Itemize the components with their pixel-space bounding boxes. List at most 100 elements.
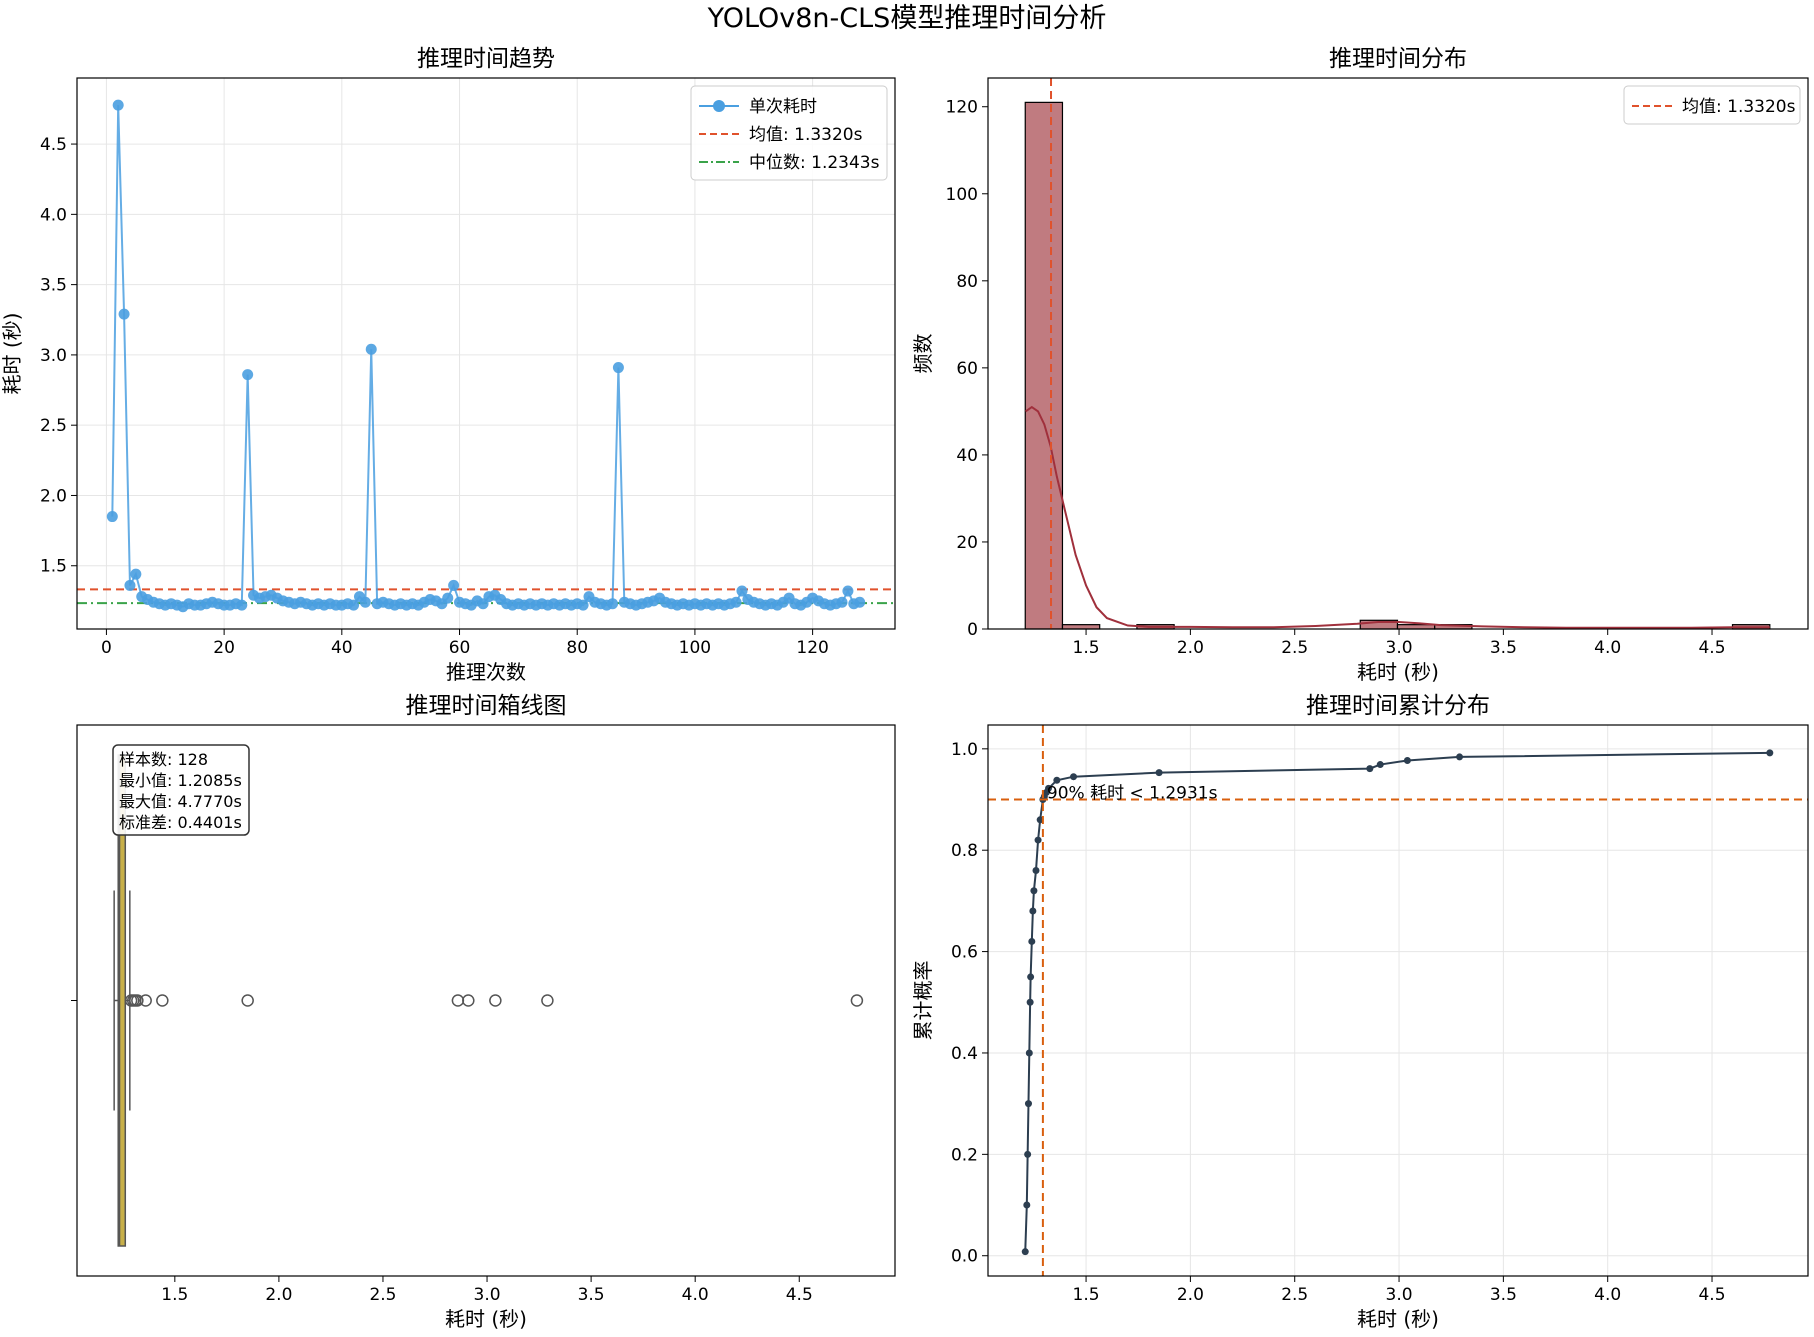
y-tick-label: 4.0 [40,205,67,225]
x-tick-label: 20 [213,638,235,658]
stats-line: 最小值: 1.2085s [119,771,242,790]
outlier-point [850,994,864,1007]
data-point [118,308,130,320]
plot-frame [987,77,1809,630]
data-point [448,579,460,591]
trend-chart: 推理时间趋势 0 20 40 60 80 100 120 1.5 2.0 2.5 3.0 3.5 4.0 4… [0,46,896,684]
cdf-point [1029,907,1037,915]
x-tick-label: 60 [449,638,471,658]
data-point [854,596,866,608]
y-tick-label: 0.2 [951,1145,978,1165]
x-axis-label: 耗时 (秒) [1357,660,1439,684]
data-point [577,599,589,611]
y-tick-label: 2.0 [40,486,67,506]
cdf-point [1766,749,1774,757]
y-axis-label: 耗时 (秒) [0,313,24,395]
figure-title: YOLOv8n-CLS模型推理时间分析 [707,3,1107,34]
cdf-chart: 推理时间累计分布 90% 耗时 < 1.2931s 1.5 2.0 2.5 3.0 3.5 4… [911,693,1809,1331]
x-tick-label: 3.0 [1386,1285,1413,1305]
legend-label: 单次耗时 [749,97,817,117]
x-tick-label: 4.0 [682,1285,709,1305]
stats-line: 样本数: 128 [119,750,208,769]
x-tick-label: 4.5 [1698,638,1725,658]
outlier-point [541,994,554,1007]
x-tick-label: 4.5 [786,1285,813,1305]
y-tick-label: 0.0 [951,1247,978,1267]
stats-line: 最大值: 4.7770s [119,792,242,811]
x-tick-label: 2.0 [1177,1285,1204,1305]
x-tick-label: 100 [679,638,711,658]
data-point [842,585,854,597]
cdf-point [1023,1201,1031,1209]
data-point [348,599,360,611]
y-tick-label: 3.5 [40,276,67,296]
y-tick-label: 1.5 [40,557,67,577]
y-tick-label: 80 [956,272,978,292]
x-tick-label: 1.5 [1073,638,1100,658]
y-tick-label: 1.0 [951,740,978,760]
legend-box [690,85,888,181]
x-tick-label: 3.0 [474,1285,501,1305]
legend-label: 中位数: 1.2343s [749,153,880,173]
legend-label: 均值: 1.3320s [749,125,863,145]
x-tick-label: 2.0 [265,1285,292,1305]
plot-frame [987,724,1809,1277]
chart-title: 推理时间趋势 [417,46,555,72]
cdf-point [1045,784,1053,792]
cdf-point [1376,761,1384,769]
cdf-point [1034,836,1042,844]
cdf-point [1070,773,1078,781]
data-point [607,598,619,610]
y-tick-label: 3.0 [40,346,67,366]
cdf-point [1456,753,1464,761]
outlier-point [462,994,475,1007]
data-point [359,596,371,608]
cdf-point [1155,769,1163,777]
y-axis-label: 频数 [911,334,935,374]
x-tick-label: 2.0 [1177,638,1204,658]
outlier-point [451,994,465,1007]
plot-frame [76,77,896,630]
y-tick-label: 100 [946,185,978,205]
y-tick-label: 0.6 [951,943,978,963]
plot-frame [76,724,896,1277]
legend-marker [713,100,725,112]
x-tick-label: 1.5 [161,1285,188,1305]
x-tick-label: 4.0 [1594,1285,1621,1305]
x-axis-label: 耗时 (秒) [445,1307,527,1331]
data-point [836,596,848,608]
kde-curve [1024,405,1770,629]
x-tick-label: 2.5 [1281,1285,1308,1305]
outlier-point [131,994,144,1007]
chart-title: 推理时间箱线图 [406,693,567,719]
cdf-point [1021,1248,1029,1256]
legend-box [1623,85,1801,125]
histogram-chart: 推理时间分布 1.5 2.0 2.5 3.0 3.5 4.0 4.5 0 20 40 60 80 100 1… [911,46,1809,684]
x-tick-label: 1.5 [1073,1285,1100,1305]
cdf-point [1025,1049,1033,1057]
y-tick-label: 60 [956,359,978,379]
y-tick-label: 20 [956,533,978,553]
cdf-point [1024,1100,1032,1108]
y-tick-label: 2.5 [40,416,67,436]
chart-title: 推理时间分布 [1329,46,1467,72]
cdf-point [1027,973,1035,981]
x-tick-label: 4.0 [1594,638,1621,658]
x-tick-label: 2.5 [1281,638,1308,658]
x-axis-label: 耗时 (秒) [1357,1307,1439,1331]
data-point [365,343,377,355]
data-point [736,585,748,597]
cdf-point [1026,998,1034,1006]
cdf-point [1030,887,1038,895]
data-point [612,362,624,374]
x-tick-label: 3.5 [1490,638,1517,658]
y-tick-label: 120 [946,98,978,118]
x-tick-label: 0 [101,638,112,658]
p90-annotation: 90% 耗时 < 1.2931s [1047,784,1218,804]
cdf-point [1024,1150,1032,1158]
y-tick-label: 0.8 [951,841,978,861]
x-tick-label: 3.0 [1386,638,1413,658]
chart-title: 推理时间累计分布 [1306,693,1490,719]
x-axis-label: 推理次数 [446,660,526,684]
